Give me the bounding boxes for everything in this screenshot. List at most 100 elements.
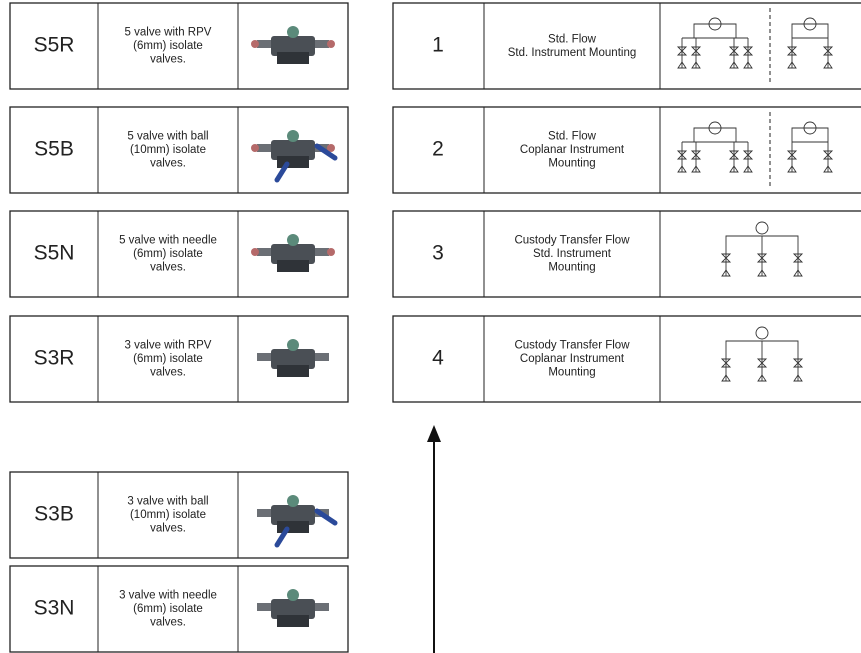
valve-side [315,40,329,48]
valve-symbol [786,46,798,56]
valve-image [257,589,329,627]
description-line: valves. [150,523,186,535]
ball-handle [274,526,290,548]
description-line: valves. [150,262,186,274]
valve-base [277,615,309,627]
valve-base [277,260,309,272]
schematic [720,326,804,382]
gauge [755,221,769,235]
description-line: Mounting [548,367,595,379]
valve-symbol [720,253,732,263]
description-line: Mounting [548,158,595,170]
description-line: 5 valve with RPV [125,27,212,39]
manifold-code: S5B [34,138,74,161]
port [757,269,767,277]
manifold-code: S5N [34,242,75,265]
valve-side [315,248,329,256]
description-line: Std. Flow [548,131,597,143]
description-line: 5 valve with ball [127,131,208,143]
port [823,61,833,69]
valve-knob [251,40,259,48]
header-pipe [682,127,748,143]
description-line: (6mm) isolate [133,40,203,52]
valve-symbol [728,46,740,56]
manifold-code: S3N [34,597,75,620]
gauge [755,326,769,340]
port [743,165,753,173]
header-pipe [682,23,748,39]
port [721,269,731,277]
description-line: Mounting [548,262,595,274]
valve-side [257,144,271,152]
configuration-box [392,2,861,90]
schematic [720,221,804,277]
valve-image [257,339,329,377]
ball-handle [314,143,338,161]
valve-base [277,52,309,64]
valve-image [257,495,338,548]
valve-body [271,505,315,525]
description-line: 3 valve with needle [119,590,217,602]
header-pipe [791,23,829,39]
valve-body [271,599,315,619]
description-line: Custody Transfer Flow [514,340,630,352]
valve-symbol [786,150,798,160]
valve-symbol [792,358,804,368]
valve-top [287,130,299,142]
valve-side [257,248,271,256]
port [729,165,739,173]
valve-symbol [742,150,754,160]
description-line: (6mm) isolate [133,248,203,260]
valve-symbol [676,46,688,56]
port [793,269,803,277]
description-line: valves. [150,54,186,66]
valve-base [277,365,309,377]
valve-symbol [742,46,754,56]
description-line: Custody Transfer Flow [514,235,630,247]
configuration-number: 1 [432,34,444,57]
valve-image [251,26,335,64]
valve-image [251,130,338,183]
header-pipe [725,340,799,349]
port [729,61,739,69]
description-line: Coplanar Instrument [520,144,625,156]
port [677,61,687,69]
port [787,165,797,173]
description-line: 5 valve with needle [119,235,217,247]
valve-top [287,495,299,507]
port [757,374,767,382]
configuration-number: 4 [432,347,444,370]
valve-body [271,244,315,264]
valve-side [315,603,329,611]
configuration-box [392,210,861,298]
configuration-box [392,106,861,194]
manifold-code: S3R [34,347,75,370]
description-line: valves. [150,617,186,629]
valve-knob [327,40,335,48]
valve-side [257,603,271,611]
description-line: (6mm) isolate [133,353,203,365]
valve-side [257,509,271,517]
description-line: (10mm) isolate [130,509,206,521]
port [787,61,797,69]
description-line: Coplanar Instrument [520,353,625,365]
valve-symbol [690,150,702,160]
ball-handle [274,161,290,183]
gauge [708,17,722,31]
configuration-number: 3 [432,242,444,265]
description-line: valves. [150,367,186,379]
valve-symbol [720,358,732,368]
gauge [708,121,722,135]
valve-top [287,589,299,601]
manifold-code: S3B [34,503,74,526]
valve-symbol [756,253,768,263]
port [823,165,833,173]
valve-body [271,349,315,369]
valve-knob [251,144,259,152]
port [721,374,731,382]
schematic [676,8,834,84]
valve-top [287,339,299,351]
valve-side [257,40,271,48]
port [793,374,803,382]
